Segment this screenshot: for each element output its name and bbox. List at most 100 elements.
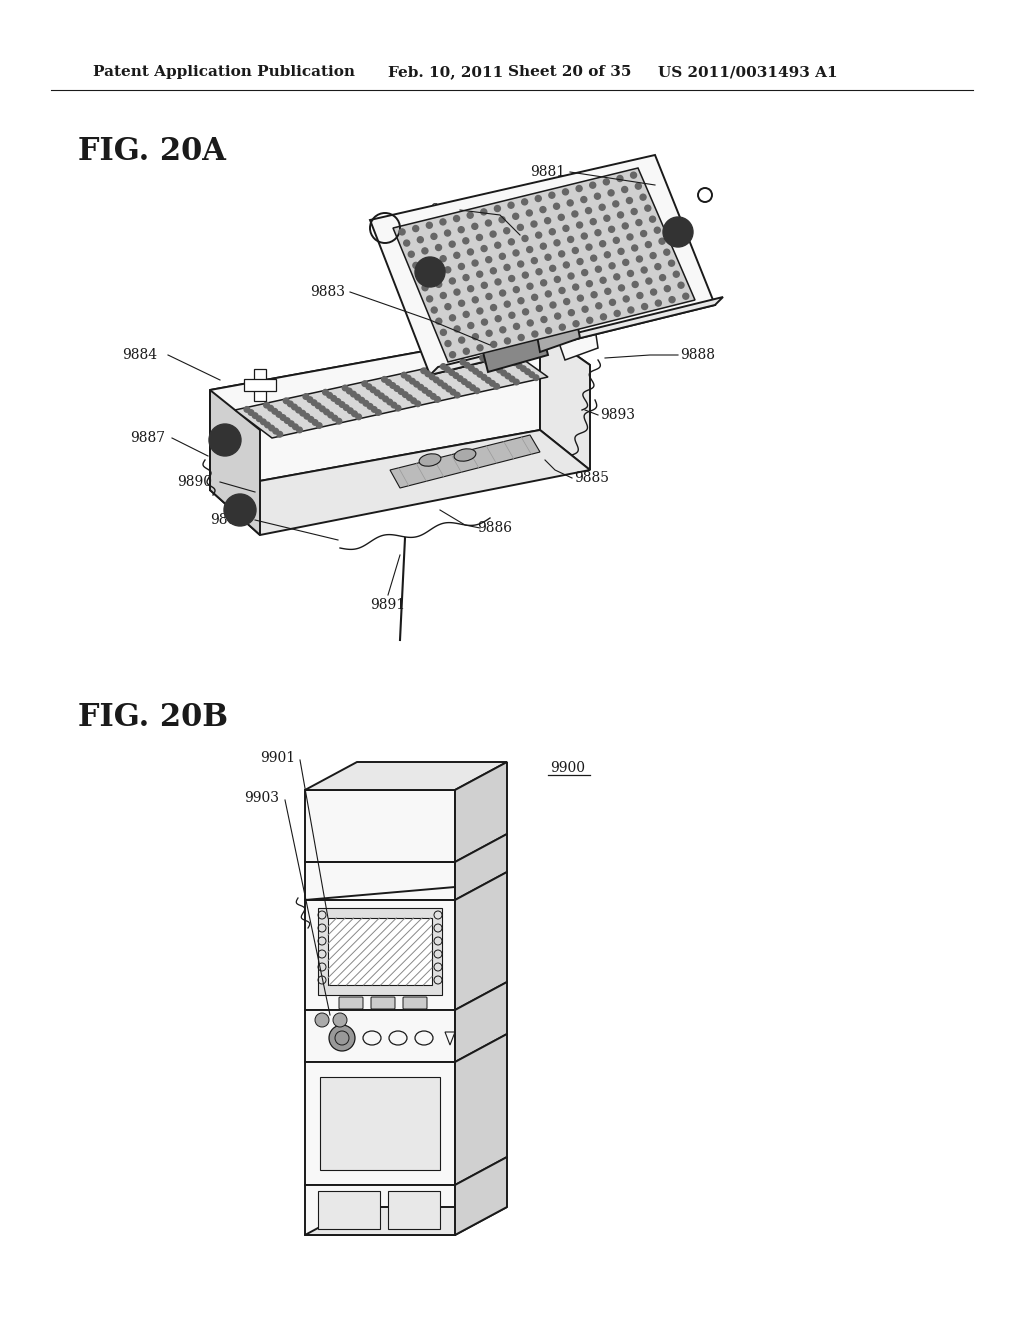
Circle shape bbox=[422, 388, 428, 393]
Circle shape bbox=[316, 422, 322, 429]
Circle shape bbox=[509, 376, 515, 381]
Circle shape bbox=[636, 219, 642, 226]
Circle shape bbox=[324, 409, 330, 414]
Circle shape bbox=[481, 209, 486, 215]
Text: Patent Application Publication: Patent Application Publication bbox=[93, 65, 355, 79]
Circle shape bbox=[485, 378, 492, 383]
Circle shape bbox=[444, 267, 451, 273]
Circle shape bbox=[490, 231, 496, 238]
Circle shape bbox=[513, 214, 519, 219]
Circle shape bbox=[463, 275, 469, 281]
Circle shape bbox=[609, 300, 615, 305]
Circle shape bbox=[297, 428, 302, 433]
Circle shape bbox=[470, 385, 475, 391]
Circle shape bbox=[490, 342, 497, 347]
Circle shape bbox=[391, 403, 396, 408]
Circle shape bbox=[577, 259, 583, 264]
Circle shape bbox=[571, 211, 578, 216]
Circle shape bbox=[427, 259, 432, 265]
Polygon shape bbox=[244, 379, 276, 391]
Circle shape bbox=[332, 416, 338, 421]
Circle shape bbox=[354, 395, 360, 400]
Circle shape bbox=[333, 1012, 347, 1027]
Circle shape bbox=[368, 404, 373, 409]
Circle shape bbox=[600, 240, 605, 247]
Circle shape bbox=[563, 226, 569, 231]
Circle shape bbox=[673, 271, 679, 277]
Circle shape bbox=[284, 399, 289, 404]
Circle shape bbox=[336, 418, 342, 424]
Circle shape bbox=[613, 238, 620, 243]
Text: 9885: 9885 bbox=[574, 471, 609, 484]
Text: 9882: 9882 bbox=[430, 203, 466, 216]
Circle shape bbox=[628, 271, 634, 276]
Circle shape bbox=[311, 400, 316, 405]
Circle shape bbox=[568, 273, 574, 279]
Circle shape bbox=[624, 296, 629, 302]
Circle shape bbox=[444, 367, 451, 372]
Circle shape bbox=[590, 219, 596, 224]
Circle shape bbox=[608, 226, 614, 232]
Circle shape bbox=[513, 379, 519, 385]
Circle shape bbox=[450, 279, 456, 284]
Circle shape bbox=[518, 298, 524, 304]
Circle shape bbox=[376, 409, 381, 416]
Text: 9887: 9887 bbox=[130, 432, 166, 445]
Circle shape bbox=[495, 242, 501, 248]
Circle shape bbox=[659, 238, 665, 244]
Circle shape bbox=[398, 389, 403, 395]
Circle shape bbox=[329, 1026, 355, 1051]
Polygon shape bbox=[305, 789, 455, 862]
Circle shape bbox=[406, 375, 411, 381]
Circle shape bbox=[663, 216, 693, 247]
Circle shape bbox=[422, 285, 428, 290]
Circle shape bbox=[546, 290, 551, 297]
Circle shape bbox=[413, 226, 419, 231]
Circle shape bbox=[421, 368, 427, 374]
Circle shape bbox=[386, 380, 391, 385]
Circle shape bbox=[444, 230, 451, 236]
Circle shape bbox=[403, 240, 410, 246]
Circle shape bbox=[440, 330, 446, 335]
Circle shape bbox=[472, 223, 478, 230]
Circle shape bbox=[414, 381, 420, 387]
Circle shape bbox=[499, 216, 505, 223]
Circle shape bbox=[244, 407, 250, 412]
Polygon shape bbox=[393, 168, 695, 362]
Circle shape bbox=[534, 375, 539, 380]
Circle shape bbox=[613, 273, 620, 280]
Circle shape bbox=[481, 319, 487, 325]
Circle shape bbox=[522, 272, 528, 279]
Text: 9883: 9883 bbox=[310, 285, 345, 300]
Circle shape bbox=[379, 393, 384, 399]
Circle shape bbox=[449, 370, 455, 375]
Circle shape bbox=[411, 397, 417, 404]
Circle shape bbox=[474, 388, 479, 393]
Polygon shape bbox=[305, 1010, 455, 1063]
Circle shape bbox=[495, 206, 501, 211]
Polygon shape bbox=[210, 430, 590, 535]
Polygon shape bbox=[390, 436, 540, 488]
Text: 9881: 9881 bbox=[530, 165, 565, 180]
Circle shape bbox=[356, 414, 361, 420]
Circle shape bbox=[513, 323, 519, 330]
Circle shape bbox=[559, 288, 565, 293]
Polygon shape bbox=[210, 389, 260, 535]
Circle shape bbox=[248, 409, 254, 416]
Circle shape bbox=[587, 281, 593, 286]
Circle shape bbox=[285, 418, 290, 424]
Circle shape bbox=[612, 201, 618, 207]
Circle shape bbox=[431, 308, 437, 313]
Circle shape bbox=[300, 411, 305, 416]
Circle shape bbox=[359, 397, 365, 403]
Circle shape bbox=[531, 294, 538, 301]
Circle shape bbox=[437, 380, 443, 385]
Circle shape bbox=[567, 199, 573, 206]
Text: FIG. 20B: FIG. 20B bbox=[78, 702, 228, 734]
Circle shape bbox=[319, 407, 326, 412]
Circle shape bbox=[641, 231, 646, 236]
Polygon shape bbox=[305, 1185, 455, 1236]
Circle shape bbox=[591, 255, 597, 261]
Circle shape bbox=[272, 408, 278, 414]
Polygon shape bbox=[305, 762, 507, 789]
